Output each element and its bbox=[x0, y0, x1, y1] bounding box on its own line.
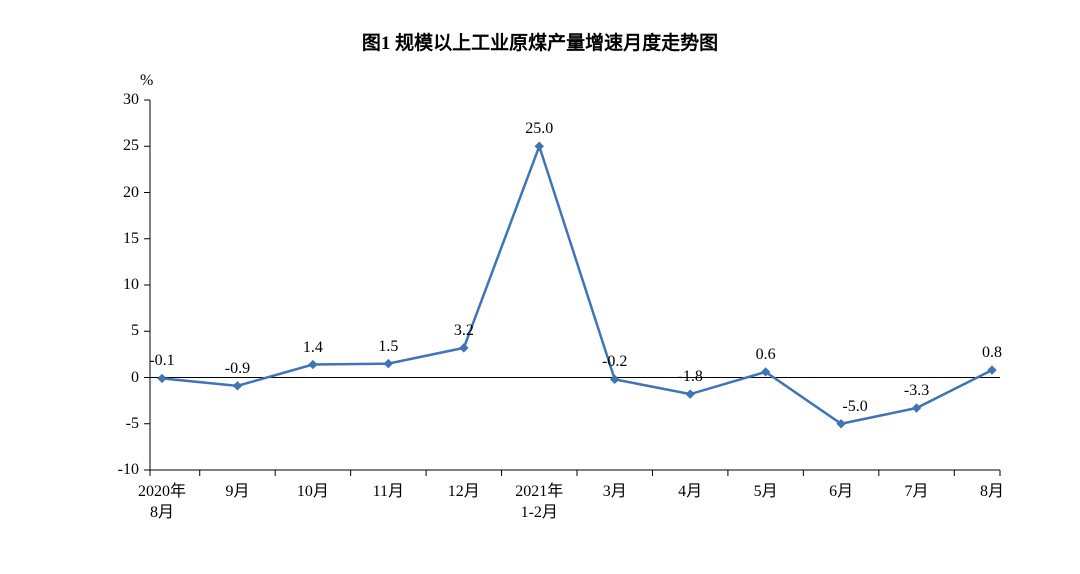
x-tick-label: 6月 bbox=[829, 482, 853, 503]
x-tick-label: 3月 bbox=[603, 482, 627, 503]
x-tick-label: 8月 bbox=[980, 482, 1004, 503]
data-label: -3.3 bbox=[904, 382, 929, 400]
data-label: -0.2 bbox=[602, 353, 627, 371]
data-label: 25.0 bbox=[525, 120, 553, 138]
x-tick-label: 10月 bbox=[297, 482, 329, 503]
y-tick-label: 25 bbox=[89, 137, 139, 155]
y-tick-label: 15 bbox=[89, 230, 139, 248]
y-tick-label: 5 bbox=[89, 322, 139, 340]
y-tick-label: 0 bbox=[89, 369, 139, 387]
x-tick-label: 2020年 8月 bbox=[138, 482, 186, 524]
data-label: 1.5 bbox=[378, 338, 398, 356]
chart-container: 图1 规模以上工业原煤产量增速月度走势图 % -10-5051015202530… bbox=[0, 0, 1080, 574]
x-tick-label: 11月 bbox=[373, 482, 404, 503]
y-tick-label: 30 bbox=[89, 91, 139, 109]
y-tick-label: 20 bbox=[89, 184, 139, 202]
data-label: 0.8 bbox=[982, 344, 1002, 362]
y-tick-label: -10 bbox=[89, 461, 139, 479]
data-label: 0.6 bbox=[756, 346, 776, 364]
x-tick-label: 12月 bbox=[448, 482, 480, 503]
data-label: 1.4 bbox=[303, 339, 323, 357]
data-label: -0.1 bbox=[149, 352, 174, 370]
x-tick-label: 4月 bbox=[678, 482, 702, 503]
y-tick-label: -5 bbox=[89, 415, 139, 433]
data-label: -1.8 bbox=[678, 368, 703, 386]
x-tick-label: 9月 bbox=[225, 482, 249, 503]
data-label: -0.9 bbox=[225, 360, 250, 378]
data-label: 3.2 bbox=[454, 322, 474, 340]
x-tick-label: 7月 bbox=[905, 482, 929, 503]
x-tick-label: 2021年 1-2月 bbox=[515, 482, 563, 524]
y-tick-label: 10 bbox=[89, 276, 139, 294]
x-tick-label: 5月 bbox=[754, 482, 778, 503]
data-label: -5.0 bbox=[842, 398, 867, 416]
